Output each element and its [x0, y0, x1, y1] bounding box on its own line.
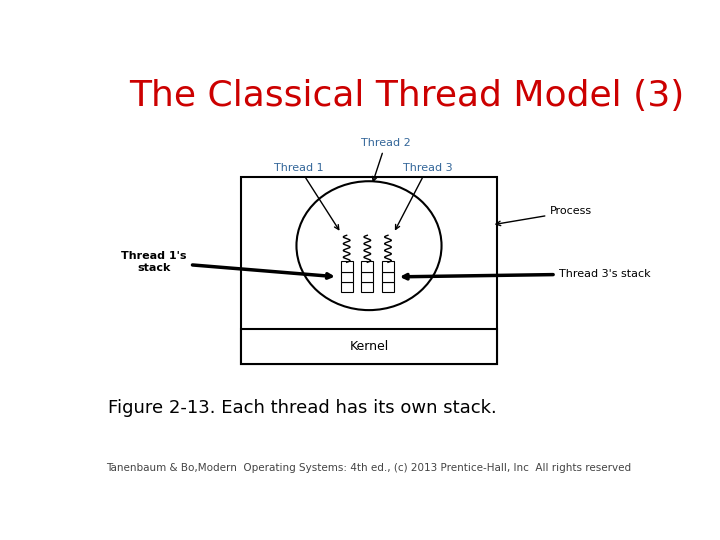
Bar	[382, 272, 394, 282]
Text: The Classical Thread Model (3): The Classical Thread Model (3)	[129, 79, 684, 113]
Bar	[361, 261, 374, 272]
Text: Thread 3: Thread 3	[395, 163, 452, 230]
Text: Kernel: Kernel	[349, 340, 389, 353]
Bar	[361, 272, 374, 282]
Bar	[341, 282, 353, 293]
Bar	[240, 329, 498, 364]
Text: Thread 1's
stack: Thread 1's stack	[122, 251, 331, 278]
Bar	[382, 261, 394, 272]
Bar	[240, 177, 498, 364]
Text: Figure 2-13. Each thread has its own stack.: Figure 2-13. Each thread has its own sta…	[108, 399, 496, 417]
Bar	[341, 261, 353, 272]
Bar	[382, 282, 394, 293]
Text: Process: Process	[496, 206, 593, 226]
Bar	[341, 272, 353, 282]
Text: Thread 2: Thread 2	[361, 138, 410, 181]
Text: Thread 3's stack: Thread 3's stack	[404, 269, 650, 279]
Text: Tanenbaum & Bo,Modern  Operating Systems: 4th ed., (c) 2013 Prentice-Hall, Inc  : Tanenbaum & Bo,Modern Operating Systems:…	[107, 463, 631, 473]
Bar	[361, 282, 374, 293]
Ellipse shape	[297, 181, 441, 310]
Text: Thread 1: Thread 1	[274, 163, 339, 230]
